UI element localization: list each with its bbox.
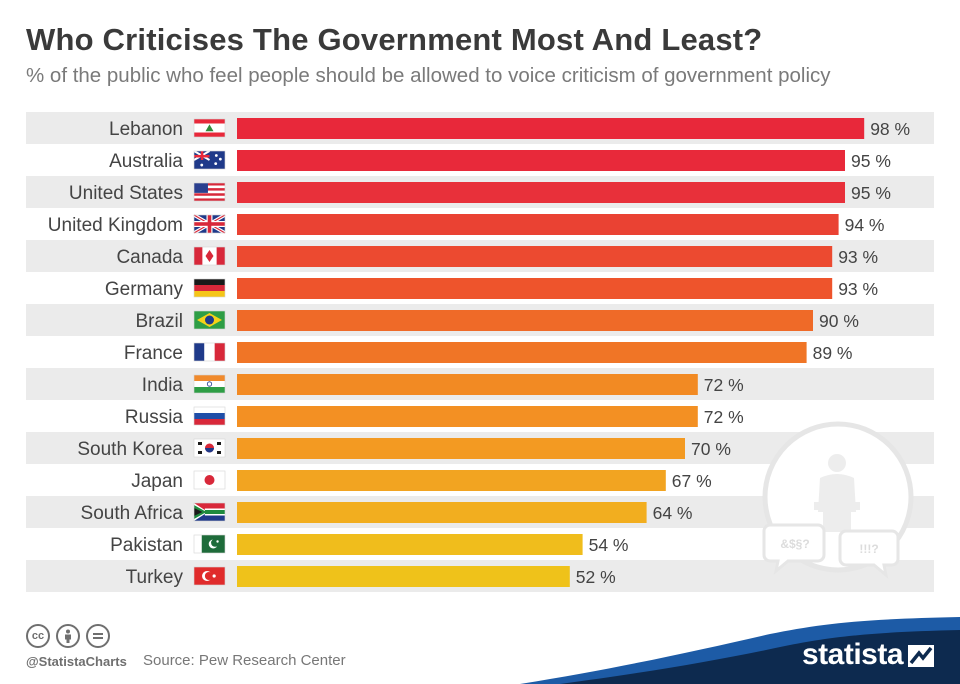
category-label: Canada [116,247,183,268]
speech-bubble-right [838,529,900,579]
category-label: United Kingdom [48,215,183,236]
germany-flag [193,278,226,298]
value-label: 54 % [589,535,629,555]
india-flag [193,374,226,394]
bar [237,470,666,491]
bar-row-japan: Japan 67 % [131,470,712,492]
chart-title: Who Criticises The Government Most And L… [26,22,763,57]
category-label: India [142,375,184,396]
bar-row-south-africa: South Africa 64 % [81,502,693,524]
bar [237,534,583,555]
bar [237,214,839,235]
south-korea-flag [193,438,226,458]
france-flag [193,342,226,362]
category-label: Lebanon [109,119,183,140]
south-africa-flag [193,502,226,522]
category-label: Turkey [126,567,184,588]
bar-row-france: France 89 % [124,342,853,364]
japan-flag [193,470,226,490]
bar [237,182,845,203]
bar-row-united-states: United States 95 % [69,182,891,204]
cc-icon: cc [26,624,50,648]
category-label: South Africa [81,503,184,524]
value-label: 95 % [851,183,891,203]
bar [237,278,833,299]
chart-subtitle: % of the public who feel people should b… [26,64,831,87]
canada-flag [193,246,226,266]
speech-left-text: &$§? [780,537,809,551]
source-note: Source: Pew Research Center [143,652,346,669]
category-label: Japan [131,471,183,492]
bar-rows: Lebanon 98 % Australia 95 % United States 95 … [48,118,910,588]
bar-row-russia: Russia 72 % [125,406,744,428]
value-label: 90 % [819,311,859,331]
bar-row-pakistan: Pakistan 54 % [110,534,628,556]
license-icons: cc [26,624,110,648]
category-label: Brazil [135,311,183,332]
bar [237,374,698,395]
value-label: 95 % [851,151,891,171]
turkey-flag [193,566,226,586]
value-label: 67 % [672,471,712,491]
bar-row-united-kingdom: United Kingdom 94 % [48,213,885,236]
category-label: Germany [105,279,184,300]
lebanon-flag [193,118,226,138]
bar-row-brazil: Brazil 90 % [135,310,859,332]
value-label: 93 % [838,279,878,299]
category-label: Russia [125,407,184,428]
bar [237,406,698,427]
category-label: South Korea [77,439,183,460]
value-label: 89 % [813,343,853,363]
bar-row-germany: Germany 93 % [105,278,878,300]
bar [237,310,813,331]
bar [237,246,833,267]
bar [237,566,570,587]
bar-row-lebanon: Lebanon 98 % [109,118,910,140]
bar [237,150,845,171]
bar-row-australia: Australia 95 % [109,150,891,172]
russia-flag [193,406,226,426]
bar-row-south-korea: South Korea 70 % [77,438,731,460]
speech-bubble-left [762,523,826,575]
bar-row-canada: Canada 93 % [116,246,878,268]
united-states-flag [193,182,226,202]
value-label: 64 % [653,503,693,523]
nd-icon [86,624,110,648]
by-icon [56,624,80,648]
value-label: 72 % [704,407,744,427]
pakistan-flag [193,534,226,554]
united-kingdom-flag [193,213,226,235]
category-label: Pakistan [110,535,183,556]
bar [237,502,647,523]
category-label: France [124,343,183,364]
brazil-flag [193,310,226,330]
value-label: 72 % [704,375,744,395]
speaker-icon [814,454,860,532]
bar-row-turkey: Turkey 52 % [126,566,616,588]
value-label: 93 % [838,247,878,267]
value-label: 52 % [576,567,616,587]
statista-handle[interactable]: @StatistaCharts [26,654,127,669]
australia-flag [193,150,226,170]
speech-right-text: !!!? [859,542,878,556]
bar-row-india: India 72 % [142,374,744,396]
value-label: 94 % [845,215,885,235]
category-label: United States [69,183,183,204]
value-label: 70 % [691,439,731,459]
value-label: 98 % [870,119,910,139]
category-label: Australia [109,151,183,172]
bar [237,342,807,363]
bar [237,438,685,459]
bar [237,118,865,139]
speaker-illustration: &$§? !!!? [762,421,914,579]
